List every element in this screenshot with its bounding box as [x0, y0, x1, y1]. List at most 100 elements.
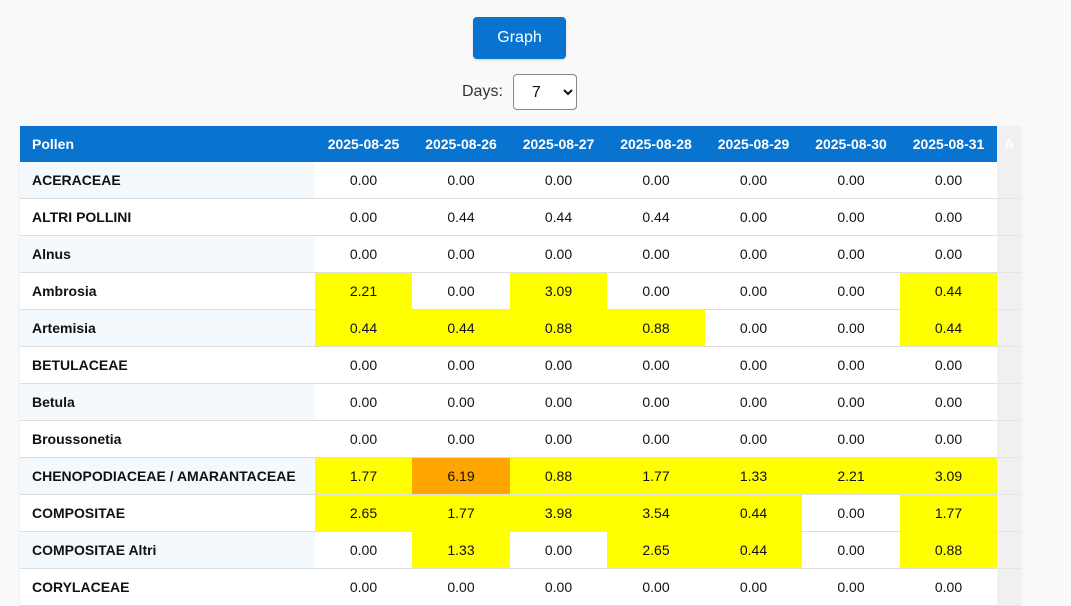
- concentration-cell: 0.44: [900, 272, 997, 310]
- concentration-cell: 0.00: [705, 235, 802, 273]
- days-control: Days: 7: [462, 74, 577, 110]
- pollen-name-cell: CORYLACEAE: [20, 568, 315, 606]
- concentration-cell: 0.88: [510, 457, 607, 495]
- concentration-cell: 0.88: [900, 531, 997, 569]
- concentration-cell: 0.00: [802, 383, 900, 421]
- truncated-cell: [997, 420, 1021, 458]
- truncated-cell: [997, 531, 1021, 569]
- pollen-table-container: Pollen 2025-08-25 2025-08-26 2025-08-27 202…: [20, 126, 1021, 606]
- concentration-cell: 2.65: [607, 531, 705, 569]
- concentration-cell: 2.65: [315, 494, 412, 532]
- truncated-cell: [997, 272, 1021, 310]
- table-row: COMPOSITAE 2.65 1.77 3.98 3.54 0.44 0.00 1.77: [20, 494, 1021, 532]
- date-column-header[interactable]: 2025-08-30: [802, 126, 900, 162]
- concentration-cell: 0.00: [510, 346, 607, 384]
- concentration-cell: 0.00: [412, 272, 510, 310]
- concentration-cell: 0.00: [412, 568, 510, 606]
- pollen-name-cell: ACERACEAE: [20, 162, 315, 199]
- days-label: Days:: [462, 83, 503, 100]
- table-row: ALTRI POLLINI 0.00 0.44 0.44 0.44 0.00 0.00 0.0…: [20, 198, 1021, 236]
- concentration-cell: 0.44: [315, 309, 412, 347]
- concentration-cell: 0.00: [315, 235, 412, 273]
- date-column-header[interactable]: 2025-08-27: [510, 126, 607, 162]
- concentration-cell: 0.44: [510, 198, 607, 236]
- concentration-cell: 0.00: [510, 383, 607, 421]
- pollen-name-cell: Ambrosia: [20, 272, 315, 310]
- concentration-cell: 0.88: [607, 309, 705, 347]
- concentration-cell: 0.00: [510, 235, 607, 273]
- table-row: CORYLACEAE 0.00 0.00 0.00 0.00 0.00 0.00 0.00: [20, 568, 1021, 606]
- concentration-cell: 3.09: [510, 272, 607, 310]
- concentration-cell: 0.00: [802, 272, 900, 310]
- pollen-table: Pollen 2025-08-25 2025-08-26 2025-08-27 202…: [20, 126, 1021, 606]
- graph-button[interactable]: Graph: [473, 17, 566, 59]
- concentration-cell: 2.21: [315, 272, 412, 310]
- truncated-cell: [997, 568, 1021, 606]
- concentration-cell: 0.00: [900, 198, 997, 236]
- date-column-header[interactable]: 2025-08-25: [315, 126, 412, 162]
- concentration-cell: 0.44: [412, 198, 510, 236]
- table-row: Betula 0.00 0.00 0.00 0.00 0.00 0.00 0.00: [20, 383, 1021, 421]
- pollen-name-cell: Broussonetia: [20, 420, 315, 458]
- truncated-cell: [997, 198, 1021, 236]
- concentration-cell: 3.54: [607, 494, 705, 532]
- table-row: Ambrosia 2.21 0.00 3.09 0.00 0.00 0.00 0.44: [20, 272, 1021, 310]
- concentration-cell: 0.44: [412, 309, 510, 347]
- table-row: CHENOPODIACEAE / AMARANTACEAE 1.77 6.19 0.8…: [20, 457, 1021, 495]
- concentration-cell: 0.00: [315, 568, 412, 606]
- table-row: Artemisia 0.44 0.44 0.88 0.88 0.00 0.00 0.44: [20, 309, 1021, 347]
- date-column-header[interactable]: 2025-08-26: [412, 126, 510, 162]
- pollen-name-cell: ALTRI POLLINI: [20, 198, 315, 236]
- concentration-cell: 1.77: [900, 494, 997, 532]
- concentration-cell: 0.00: [607, 420, 705, 458]
- truncated-cell: [997, 162, 1021, 199]
- truncated-cell: [997, 494, 1021, 532]
- concentration-cell: 0.44: [900, 309, 997, 347]
- concentration-cell: 0.00: [705, 309, 802, 347]
- concentration-cell: 0.00: [315, 531, 412, 569]
- concentration-cell: 0.00: [607, 346, 705, 384]
- concentration-cell: 0.00: [510, 531, 607, 569]
- concentration-cell: 0.00: [705, 162, 802, 199]
- concentration-cell: 0.00: [412, 346, 510, 384]
- concentration-cell: 0.00: [510, 568, 607, 606]
- table-header-row: Pollen 2025-08-25 2025-08-26 2025-08-27 202…: [20, 126, 1021, 162]
- date-column-header[interactable]: 2025-08-29: [705, 126, 802, 162]
- date-column-header[interactable]: 2025-08-28: [607, 126, 705, 162]
- concentration-cell: 1.77: [412, 494, 510, 532]
- table-row: Alnus 0.00 0.00 0.00 0.00 0.00 0.00 0.00: [20, 235, 1021, 273]
- pollen-name-cell: Alnus: [20, 235, 315, 273]
- concentration-cell: 0.00: [510, 162, 607, 199]
- concentration-cell: 0.00: [315, 198, 412, 236]
- concentration-cell: 0.00: [802, 198, 900, 236]
- pollen-column-header[interactable]: Pollen: [20, 126, 315, 162]
- truncated-cell: [997, 235, 1021, 273]
- concentration-cell: 1.77: [607, 457, 705, 495]
- pollen-name-cell: Artemisia: [20, 309, 315, 347]
- concentration-cell: 0.00: [705, 568, 802, 606]
- concentration-cell: 0.00: [412, 383, 510, 421]
- table-body: ACERACEAE 0.00 0.00 0.00 0.00 0.00 0.00 0.00 ALT…: [20, 162, 1021, 606]
- concentration-cell: 0.00: [900, 235, 997, 273]
- concentration-cell: 0.00: [315, 383, 412, 421]
- pollen-name-cell: CHENOPODIACEAE / AMARANTACEAE: [20, 457, 315, 495]
- concentration-cell: 0.00: [802, 346, 900, 384]
- concentration-cell: 0.00: [607, 162, 705, 199]
- concentration-cell: 0.00: [607, 272, 705, 310]
- concentration-cell: 1.33: [412, 531, 510, 569]
- days-select[interactable]: 7: [512, 74, 577, 110]
- concentration-cell: 0.00: [802, 162, 900, 199]
- truncated-cell: [997, 383, 1021, 421]
- concentration-cell: 0.00: [705, 420, 802, 458]
- concentration-cell: 0.00: [900, 420, 997, 458]
- table-row: ACERACEAE 0.00 0.00 0.00 0.00 0.00 0.00 0.00: [20, 162, 1021, 199]
- concentration-cell: 0.00: [705, 272, 802, 310]
- date-column-header[interactable]: 2025-08-31: [900, 126, 997, 162]
- concentration-cell: 0.00: [315, 346, 412, 384]
- concentration-cell: 3.09: [900, 457, 997, 495]
- concentration-cell: 0.00: [705, 198, 802, 236]
- concentration-cell: 0.44: [607, 198, 705, 236]
- concentration-cell: 0.00: [412, 162, 510, 199]
- concentration-cell: 0.44: [705, 531, 802, 569]
- concentration-cell: 0.00: [412, 235, 510, 273]
